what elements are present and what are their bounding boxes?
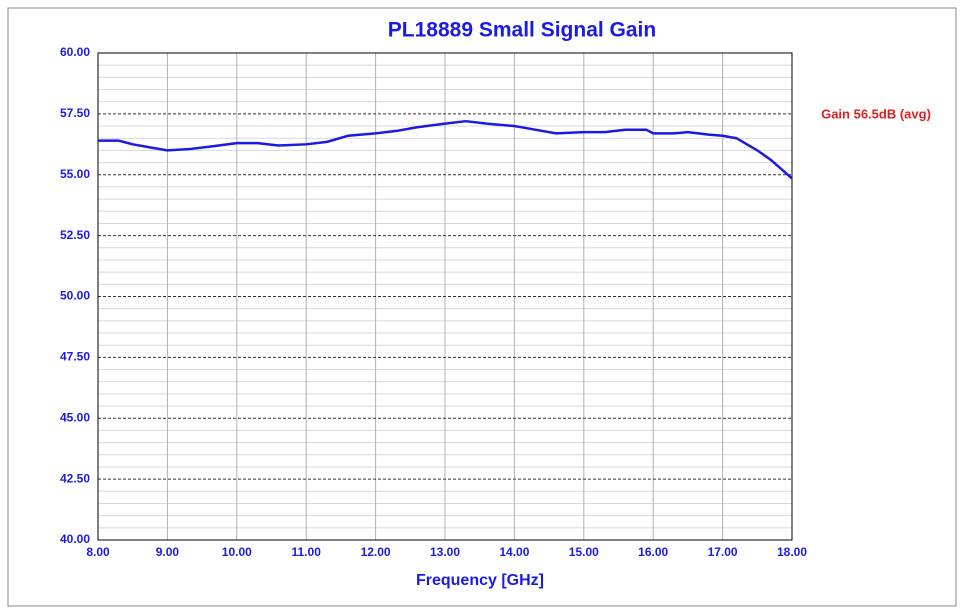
y-tick-label: 60.00 — [60, 45, 90, 59]
y-tick-label: 42.50 — [60, 471, 90, 485]
plot-area-border — [97, 52, 793, 541]
x-axis-label: Frequency [GHz] — [416, 572, 544, 589]
x-tick-label: 10.00 — [222, 545, 252, 559]
x-tick-label: 17.00 — [708, 545, 738, 559]
y-tick-label: 55.00 — [60, 167, 90, 181]
x-tick-label: 8.00 — [86, 545, 110, 559]
x-tick-label: 16.00 — [638, 545, 668, 559]
y-tick-label: 57.50 — [60, 106, 90, 120]
chart-title: PL18889 Small Signal Gain — [388, 19, 656, 42]
y-tick-label: 52.50 — [60, 228, 90, 242]
x-tick-label: 14.00 — [499, 545, 529, 559]
y-tick-label: 47.50 — [60, 350, 90, 364]
x-tick-label: 13.00 — [430, 545, 460, 559]
y-tick-label: 50.00 — [60, 289, 90, 303]
chart-frame — [7, 7, 957, 607]
x-tick-label: 11.00 — [292, 545, 322, 559]
y-tick-label: 40.00 — [60, 532, 90, 546]
data-line — [98, 119, 793, 180]
x-tick-label: 15.00 — [569, 545, 599, 559]
x-tick-label: 9.00 — [156, 545, 180, 559]
x-tick-label: 18.00 — [777, 545, 807, 559]
x-tick-label: 12.00 — [361, 545, 391, 559]
y-tick-label: 45.00 — [60, 410, 90, 424]
annotation: Gain 56.5dB (avg) — [821, 106, 931, 121]
